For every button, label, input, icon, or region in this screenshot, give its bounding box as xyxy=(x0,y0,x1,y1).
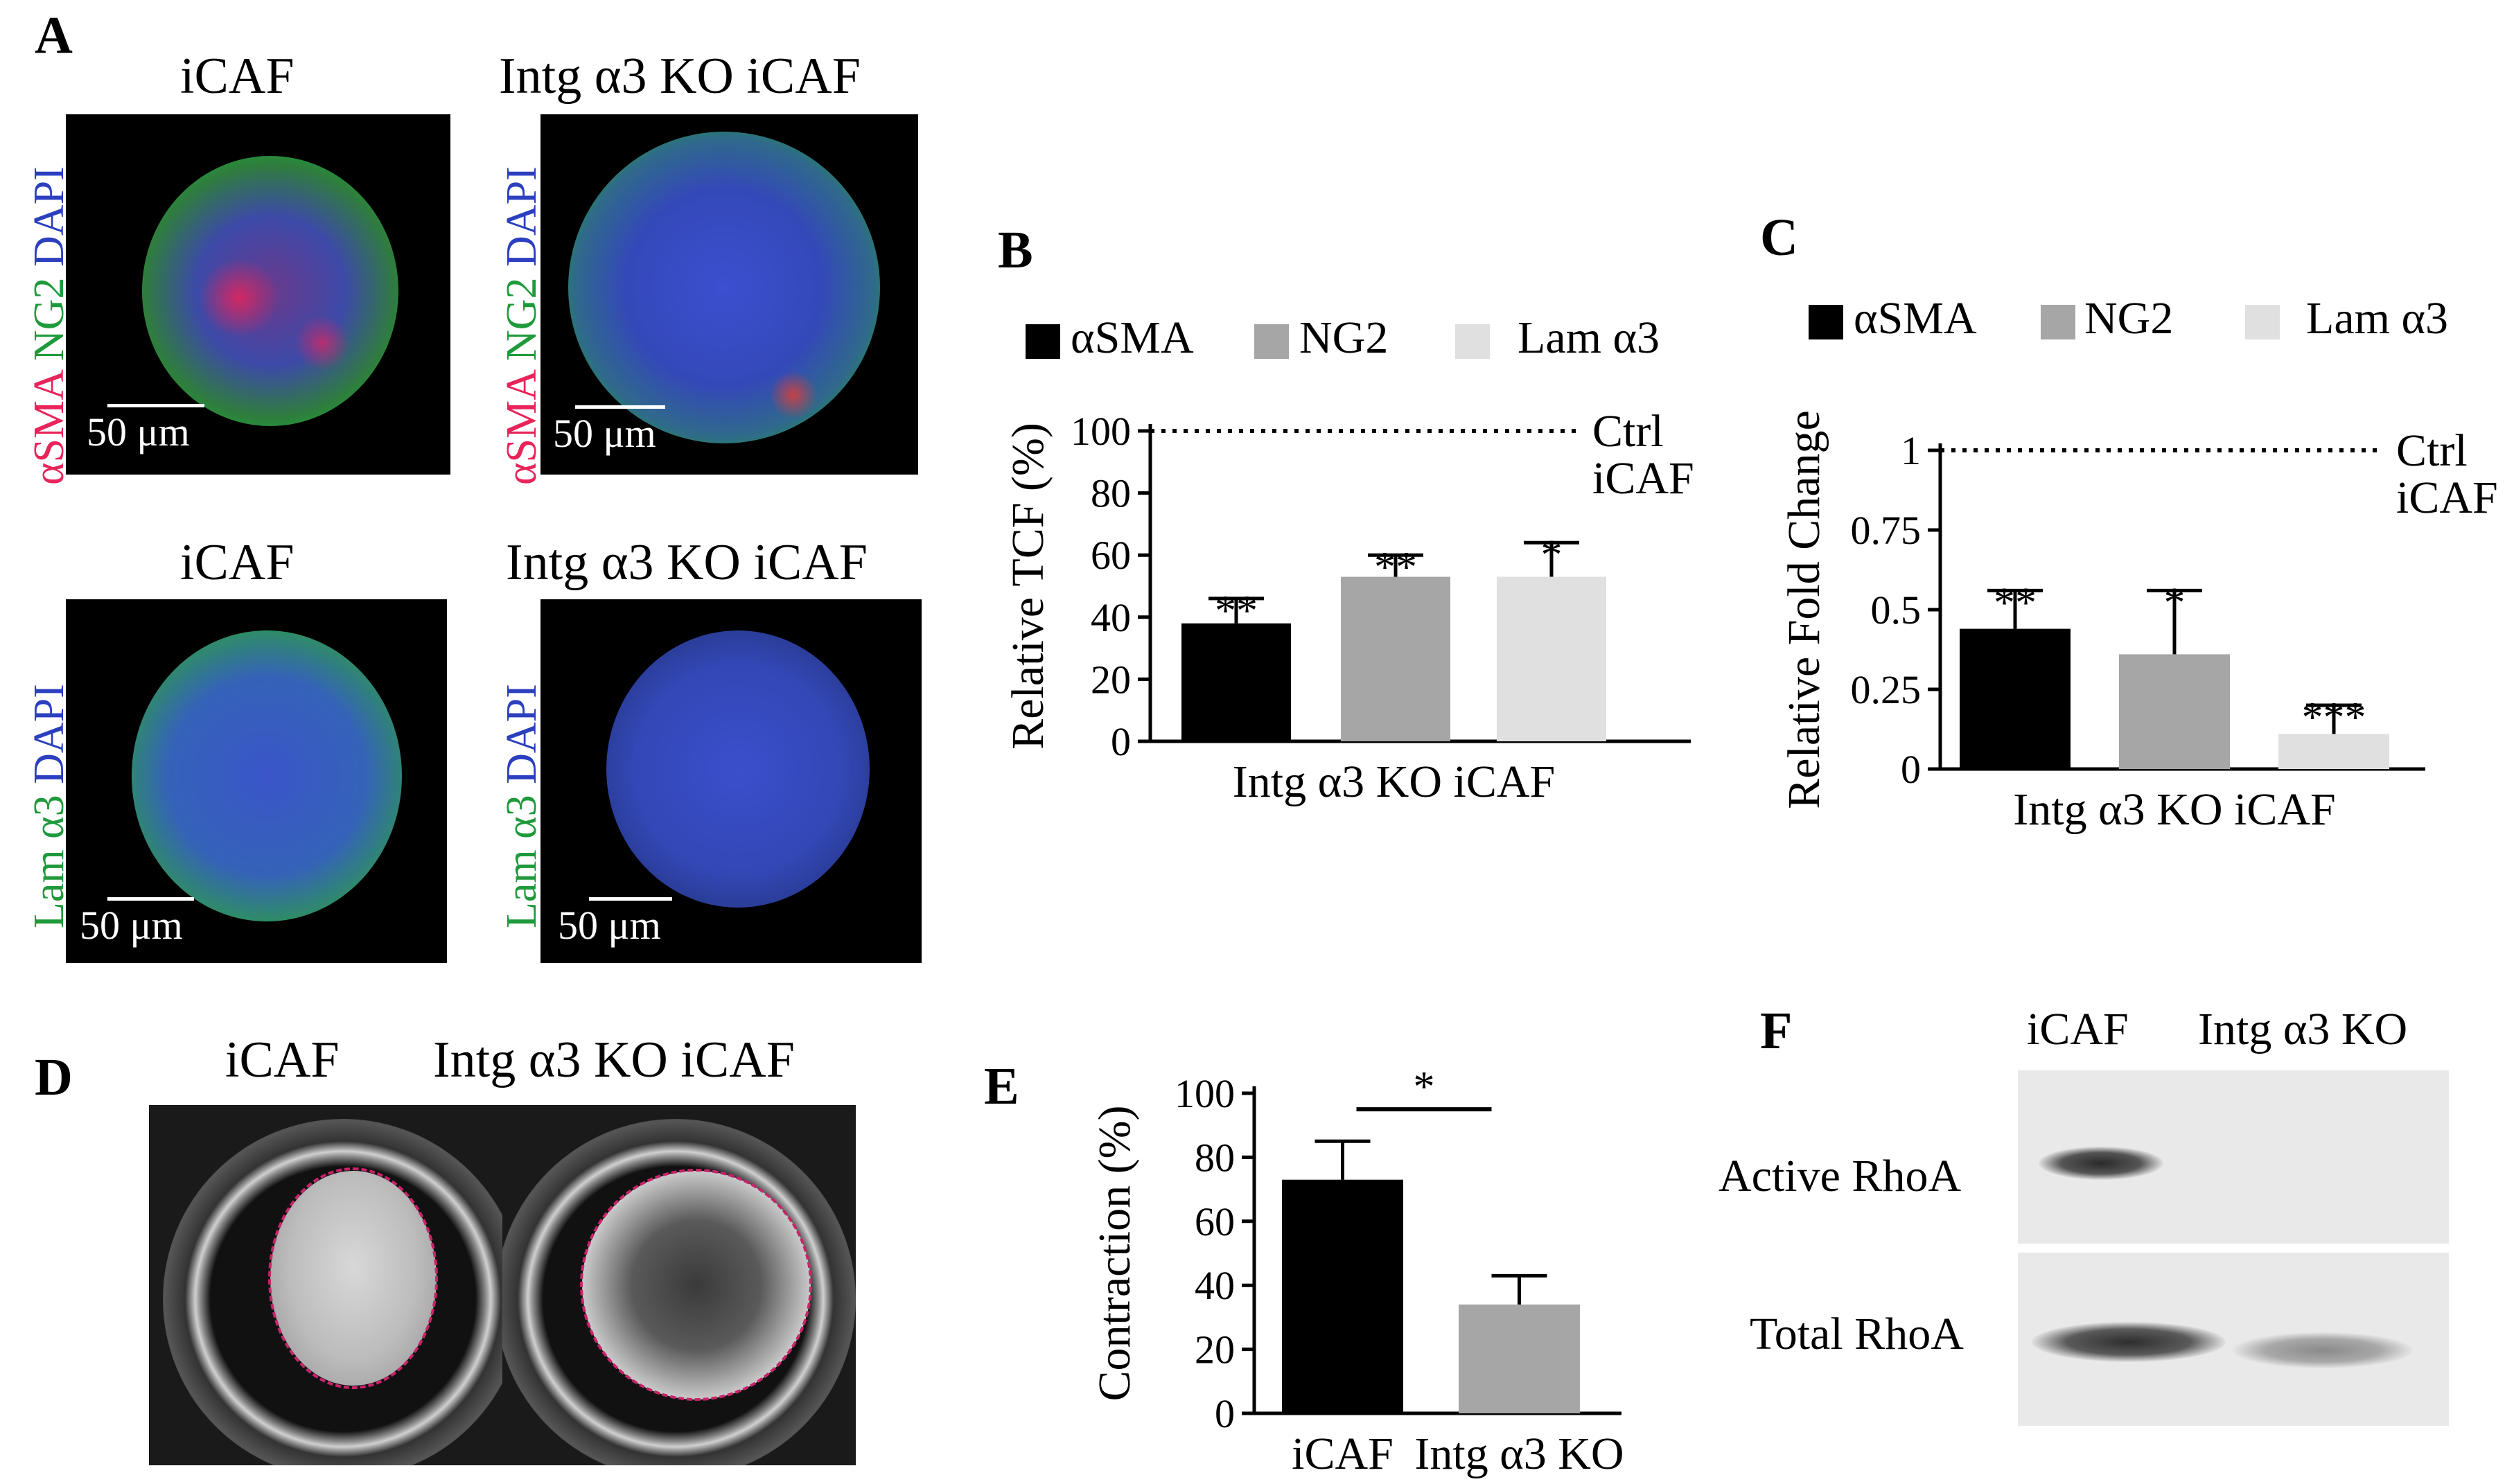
scale-bar xyxy=(575,405,665,409)
legend-c-swatch-ng2 xyxy=(2041,305,2075,339)
legend-b-label-lam: Lam α3 xyxy=(1518,312,1660,363)
significance-label: * xyxy=(2164,579,2186,626)
panel-d-title-1: iCAF xyxy=(225,1032,340,1088)
significance-label: ** xyxy=(1374,544,1417,591)
significance-label: ** xyxy=(1215,588,1258,635)
bar xyxy=(1459,1304,1580,1413)
blot-row-label-total: Total RhoA xyxy=(1750,1309,1964,1359)
legend-b-swatch-ng2 xyxy=(1254,324,1289,359)
significance-label: ** xyxy=(1994,579,2037,626)
legend-b-label-asma: αSMA xyxy=(1071,312,1194,363)
micrograph-icaf-asma-ng2: 50 μm xyxy=(66,114,450,475)
blot-total-rhoa xyxy=(2018,1253,2449,1426)
gel-outline-icaf xyxy=(268,1167,438,1389)
y-tick-label: 100 xyxy=(1175,1071,1235,1116)
panel-f-letter: F xyxy=(1760,1002,1793,1060)
y-tick-label: 0 xyxy=(1111,719,1131,764)
legend-c-swatch-lam xyxy=(2245,305,2280,339)
y-axis-label: Relative Fold Change xyxy=(1779,410,1829,809)
significance-label: * xyxy=(1541,531,1563,578)
bar xyxy=(1341,576,1450,741)
blot-lane-label-icaf: iCAF xyxy=(2027,1004,2129,1054)
blot-lane-label-ko: Intg α3 KO xyxy=(2198,1004,2408,1054)
panel-b-letter: B xyxy=(998,221,1033,279)
scale-bar xyxy=(589,897,672,901)
y-tick-label: 0.75 xyxy=(1851,508,1922,553)
y-tick-label: 100 xyxy=(1071,409,1131,454)
y-tick-label: 40 xyxy=(1091,595,1131,640)
chart-e: 0 20 40 60 80 100 Contraction (%) iCAF Intg α3 K… xyxy=(1089,1063,1624,1479)
panel-a-letter: A xyxy=(35,6,73,64)
y-tick-label: 0.25 xyxy=(1851,667,1922,712)
y-tick-label: 20 xyxy=(1091,657,1131,702)
scale-label: 50 μm xyxy=(80,903,183,948)
gel-contraction-image-ko xyxy=(502,1105,856,1465)
bar xyxy=(1181,623,1291,741)
micrograph-ko-asma-ng2: 50 μm xyxy=(540,114,918,475)
panel-d-letter: D xyxy=(35,1048,73,1106)
legend-c-label-ng2: NG2 xyxy=(2084,293,2174,344)
legend-c-swatch-asma xyxy=(1809,305,1843,339)
panel-d-title-2: Intg α3 KO iCAF xyxy=(433,1032,795,1088)
panel-c-letter: C xyxy=(1760,209,1798,267)
reference-label: Ctrl xyxy=(2396,425,2468,476)
x-axis-label: Intg α3 KO iCAF xyxy=(1233,757,1555,807)
y-tick-label: 0.5 xyxy=(1871,588,1922,633)
y-tick-label: 0 xyxy=(1901,747,1921,792)
blot-active-rhoa xyxy=(2018,1070,2449,1244)
gel-outline-ko xyxy=(580,1169,812,1401)
panel-a-title-4: Intg α3 KO iCAF xyxy=(506,534,868,591)
panel-a-stain-label-row1-right: αSMA NG2 DAPI xyxy=(498,166,545,485)
x-tick-label: Intg α3 KO xyxy=(1414,1429,1624,1479)
y-tick-label: 80 xyxy=(1195,1135,1235,1180)
micrograph-ko-lam: 50 μm xyxy=(540,599,922,963)
reference-label: iCAF xyxy=(1592,453,1694,504)
y-tick-label: 60 xyxy=(1091,533,1131,578)
legend-c-label-asma: αSMA xyxy=(1854,293,1977,344)
significance-label: *** xyxy=(2302,694,2366,741)
legend-b-swatch-asma xyxy=(1026,324,1060,359)
x-tick-label: iCAF xyxy=(1292,1429,1394,1479)
reference-label: iCAF xyxy=(2396,472,2498,523)
panel-a-title-3: iCAF xyxy=(180,534,295,591)
panel-a-stain-label-row2-right: Lam α3 DAPI xyxy=(498,684,545,928)
reference-label: Ctrl xyxy=(1592,406,1664,457)
gel-contraction-image-icaf xyxy=(149,1105,502,1465)
scale-label: 50 μm xyxy=(553,411,656,456)
panel-a-title-1: iCAF xyxy=(180,48,295,105)
y-tick-label: 20 xyxy=(1195,1327,1235,1372)
bar xyxy=(1497,576,1606,741)
y-axis-label: Relative TCF (%) xyxy=(1003,423,1053,750)
scale-bar xyxy=(107,897,194,901)
blot-row-label-active: Active RhoA xyxy=(1719,1151,1962,1201)
micrograph-icaf-lam: 50 μm xyxy=(66,599,447,963)
bar xyxy=(2278,734,2389,769)
bar xyxy=(1282,1179,1403,1413)
significance-label: * xyxy=(1414,1063,1435,1111)
panel-a-title-2: Intg α3 KO iCAF xyxy=(499,48,861,105)
legend-c-label-lam: Lam α3 xyxy=(2306,293,2449,344)
bar xyxy=(2119,654,2230,769)
legend-b-swatch-lam xyxy=(1455,324,1490,359)
legend-b-label-ng2: NG2 xyxy=(1299,312,1389,363)
bar xyxy=(1960,628,2071,769)
y-tick-label: 60 xyxy=(1195,1199,1235,1244)
panel-e-letter: E xyxy=(984,1057,1019,1115)
y-tick-label: 0 xyxy=(1215,1391,1235,1436)
x-axis-label: Intg α3 KO iCAF xyxy=(2013,784,2335,835)
scale-label: 50 μm xyxy=(87,409,190,454)
y-tick-label: 80 xyxy=(1091,471,1131,516)
y-tick-label: 40 xyxy=(1195,1263,1235,1308)
scale-bar xyxy=(107,404,204,407)
scale-label: 50 μm xyxy=(558,903,661,948)
y-axis-label: Contraction (%) xyxy=(1089,1105,1140,1401)
y-tick-label: 1 xyxy=(1901,428,1921,473)
